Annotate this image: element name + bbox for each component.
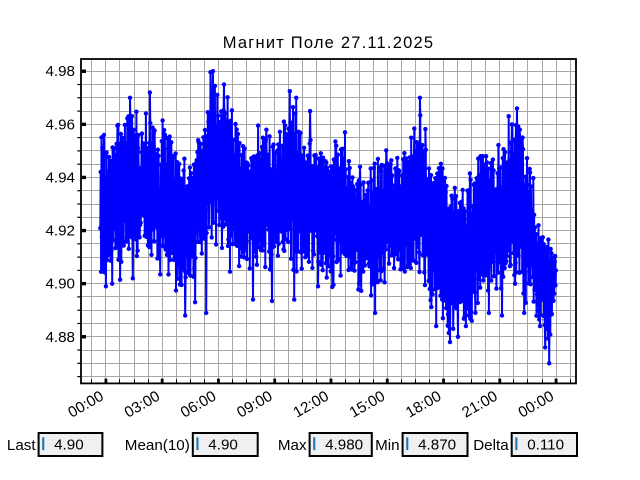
svg-text:Min: Min	[375, 437, 399, 454]
svg-text:4.92: 4.92	[45, 223, 75, 240]
svg-text:Mean(10): Mean(10)	[125, 437, 190, 454]
svg-text:Магнит Поле 27.11.2025: Магнит Поле 27.11.2025	[223, 34, 434, 52]
svg-text:0.110: 0.110	[527, 437, 564, 454]
svg-text:4.96: 4.96	[45, 116, 75, 133]
svg-text:Last: Last	[7, 437, 36, 454]
svg-text:Max: Max	[278, 437, 307, 454]
svg-text:4.88: 4.88	[45, 329, 75, 346]
svg-text:Delta: Delta	[473, 437, 509, 454]
svg-text:4.90: 4.90	[45, 276, 75, 293]
svg-text:4.870: 4.870	[418, 437, 456, 454]
svg-text:4.90: 4.90	[54, 437, 84, 454]
svg-text:4.90: 4.90	[208, 437, 238, 454]
svg-text:4.980: 4.980	[325, 437, 363, 454]
svg-text:4.98: 4.98	[45, 63, 75, 80]
svg-text:4.94: 4.94	[45, 169, 75, 186]
